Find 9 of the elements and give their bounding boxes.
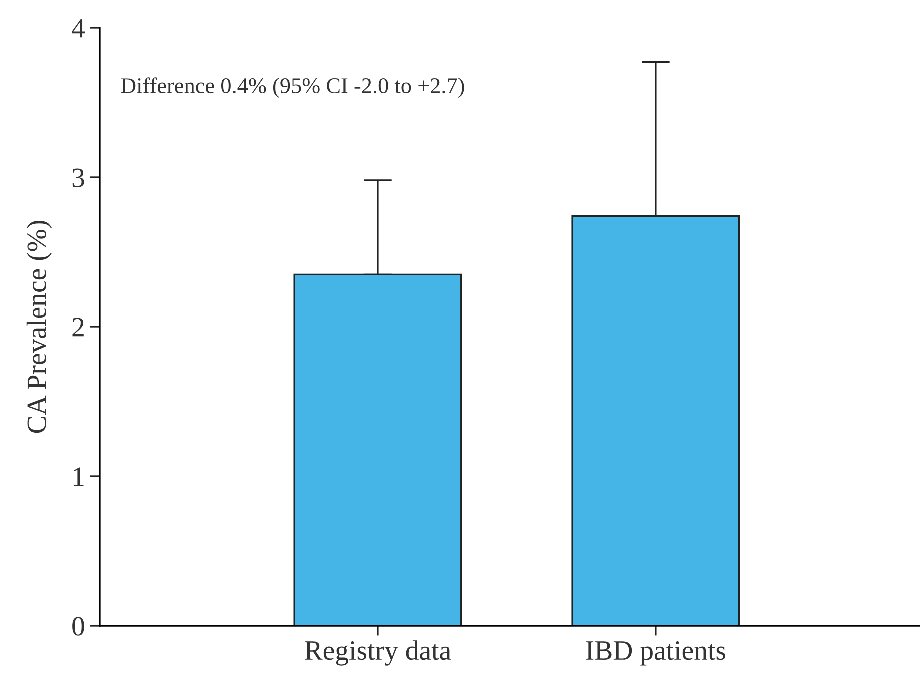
- x-tick-label: Registry data: [305, 640, 452, 666]
- y-tick-label: 3: [72, 168, 84, 188]
- y-tick-label: 2: [72, 318, 84, 337]
- y-axis-title: CA Prevalence (%): [26, 221, 52, 434]
- x-tick-label: IBD patients: [586, 641, 726, 666]
- y-tick-label: 4: [72, 19, 85, 38]
- y-tick-label: 0: [72, 617, 84, 636]
- y-tick-label: 1: [74, 468, 84, 486]
- annotation: Difference 0.4% (95% CI -2.0 to +2.7): [121, 78, 464, 98]
